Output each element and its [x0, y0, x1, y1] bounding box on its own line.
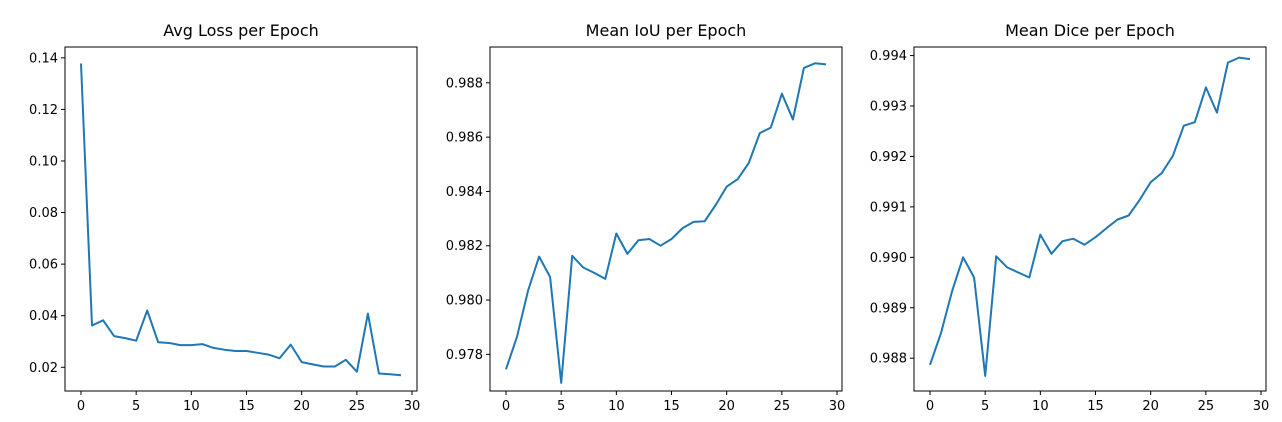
- x-tick-label: 20: [293, 399, 310, 414]
- y-tick-label: 0.10: [29, 154, 58, 169]
- chart-avg-loss: Avg Loss per Epoch 0 5 10 15 20 25 30 0.02 0.04 0.…: [29, 21, 420, 414]
- x-tick-label: 0: [502, 399, 510, 414]
- x-tick-label: 25: [774, 399, 791, 414]
- y-tick-label: 0.986: [446, 131, 483, 146]
- chart-title: Mean IoU per Epoch: [586, 21, 747, 40]
- plot-frame: [489, 46, 843, 392]
- chart-mean-iou: Mean IoU per Epoch 0 5 10 15 20 25 30 0.978 0.980…: [446, 21, 846, 414]
- x-tick-label: 20: [1142, 399, 1159, 414]
- x-tick-label: 5: [132, 399, 140, 414]
- x-tick-label: 5: [981, 399, 989, 414]
- y-tick-label: 0.990: [870, 251, 907, 266]
- y-tick-label: 0.994: [870, 49, 907, 64]
- plot-frame: [64, 46, 418, 392]
- x-tick-label: 30: [1253, 399, 1270, 414]
- y-tick-label: 0.02: [29, 361, 58, 376]
- x-tick-label: 10: [608, 399, 625, 414]
- chart-title: Mean Dice per Epoch: [1005, 21, 1175, 40]
- plot-frame: [913, 46, 1267, 392]
- chart-mean-dice: Mean Dice per Epoch 0 5 10 15 20 25 30 0.988 0.98…: [870, 21, 1270, 414]
- y-tick-label: 0.988: [446, 76, 483, 91]
- y-tick-label: 0.991: [870, 200, 907, 215]
- y-tick-label: 0.993: [870, 100, 907, 115]
- x-tick-label: 0: [77, 399, 85, 414]
- y-tick-label: 0.989: [870, 301, 907, 316]
- y-tick-label: 0.14: [29, 51, 58, 66]
- x-tick-label: 25: [349, 399, 366, 414]
- y-tick-label: 0.06: [29, 258, 58, 273]
- y-tick-label: 0.980: [446, 294, 483, 309]
- x-tick-label: 15: [663, 399, 680, 414]
- x-tick-label: 20: [718, 399, 735, 414]
- x-tick-label: 30: [829, 399, 846, 414]
- x-tick-label: 25: [1198, 399, 1215, 414]
- y-tick-label: 0.992: [870, 150, 907, 165]
- x-tick-label: 10: [183, 399, 200, 414]
- series-line-mean-dice: [929, 56, 1251, 377]
- x-tick-label: 0: [926, 399, 934, 414]
- chart-title: Avg Loss per Epoch: [163, 21, 319, 40]
- y-tick-label: 0.12: [29, 103, 58, 118]
- y-tick-label: 0.04: [29, 309, 58, 324]
- y-tick-label: 0.08: [29, 206, 58, 221]
- y-tick-label: 0.984: [446, 185, 483, 200]
- x-tick-label: 15: [238, 399, 255, 414]
- x-tick-label: 15: [1087, 399, 1104, 414]
- series-line-mean-iou: [505, 62, 827, 384]
- x-tick-label: 10: [1032, 399, 1049, 414]
- y-tick-label: 0.982: [446, 239, 483, 254]
- y-tick-label: 0.988: [870, 352, 907, 367]
- series-line-avg-loss: [80, 63, 402, 377]
- y-tick-label: 0.978: [446, 348, 483, 363]
- x-tick-label: 5: [557, 399, 565, 414]
- x-tick-label: 30: [404, 399, 421, 414]
